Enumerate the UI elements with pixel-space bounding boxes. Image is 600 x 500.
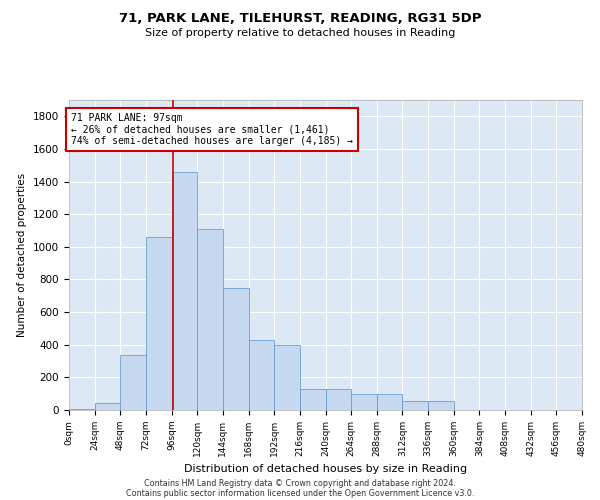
Bar (274, 344, 300, 410)
Bar (69, 409, 95, 410)
Y-axis label: Number of detached properties: Number of detached properties (17, 173, 28, 337)
Bar (403, 401, 428, 410)
X-axis label: Distribution of detached houses by size in Reading: Distribution of detached houses by size … (184, 464, 467, 474)
Bar (248, 340, 274, 410)
Bar (121, 354, 146, 410)
Text: Size of property relative to detached houses in Reading: Size of property relative to detached ho… (145, 28, 455, 38)
Text: Contains HM Land Registry data © Crown copyright and database right 2024.: Contains HM Land Registry data © Crown c… (144, 478, 456, 488)
Bar (146, 237, 172, 410)
Bar (428, 401, 454, 410)
Bar (325, 389, 351, 410)
Text: 71, PARK LANE, TILEHURST, READING, RG31 5DP: 71, PARK LANE, TILEHURST, READING, RG31 … (119, 12, 481, 26)
Bar (377, 394, 403, 410)
Bar (351, 394, 377, 410)
Bar (95, 402, 121, 410)
Bar (223, 288, 248, 410)
Bar (300, 389, 325, 410)
Bar (172, 172, 197, 410)
Text: 71 PARK LANE: 97sqm
← 26% of detached houses are smaller (1,461)
74% of semi-det: 71 PARK LANE: 97sqm ← 26% of detached ho… (71, 113, 353, 146)
Bar (197, 229, 223, 410)
Text: Contains public sector information licensed under the Open Government Licence v3: Contains public sector information licen… (126, 488, 474, 498)
